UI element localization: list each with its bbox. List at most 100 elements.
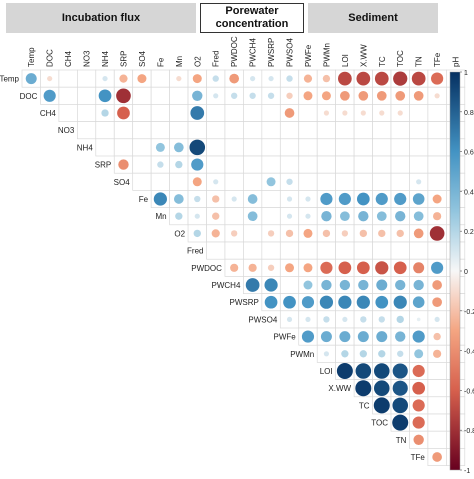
cell-NO3-TFe — [427, 121, 447, 140]
corr-circle-PWMn-LOI — [341, 350, 349, 358]
cell-NO3-PWMn — [316, 121, 337, 140]
cell-SO4-TFe — [427, 172, 447, 191]
corr-circle-PWSRP-PWSO4 — [283, 295, 296, 309]
corr-circle-DOC-PWSO4 — [286, 92, 293, 99]
cell-Fred-PWDOC — [224, 241, 244, 260]
cell-NH4-TOC — [390, 138, 410, 157]
corr-circle-Fe-X.WW — [356, 192, 370, 206]
cell-NO3-O2 — [187, 121, 207, 140]
corr-circle-O2-LOI — [341, 230, 349, 237]
colorbar-tick-label-6: -0.2 — [464, 309, 474, 316]
corr-circle-Temp-O2 — [192, 74, 202, 84]
cell-CH4-PWSRP — [261, 104, 281, 122]
corr-circle-PWDOC-PWSRP — [267, 264, 275, 271]
corr-circle-NH4-O2 — [189, 139, 206, 156]
corr-circle-Fe-PWFe — [305, 196, 311, 202]
cell-SO4-PWMn — [316, 172, 337, 191]
corr-circle-Temp-NH4 — [102, 76, 108, 82]
cell-Mn-PWDOC — [224, 207, 244, 226]
corr-circle-Fe-PWCH4 — [247, 194, 258, 204]
cell-Fred-PWSRP — [261, 241, 281, 260]
corr-circle-SRP-Mn — [175, 160, 183, 169]
cell-Fred-PWCH4 — [243, 241, 263, 260]
corr-circle-Mn-LOI — [340, 211, 350, 222]
col-label-TFe: TFe — [433, 52, 442, 67]
corr-circle-O2-TOC — [396, 229, 404, 238]
cell-SRP-PWFe — [298, 155, 318, 174]
corr-circle-Fe-Fe — [153, 192, 167, 206]
corr-circle-PWCH4-TOC — [395, 279, 406, 291]
corr-circle-SO4-TN — [416, 179, 422, 185]
corr-circle-PWDOC-TC — [375, 261, 389, 275]
corr-circle-DOC-SRP — [116, 88, 131, 104]
cell-O2-PWCH4 — [243, 224, 263, 243]
corr-circle-PWSRP-PWSRP — [264, 295, 278, 309]
cell-SO4-PWDOC — [224, 172, 244, 191]
corr-circle-Temp-TFe — [431, 72, 444, 85]
corr-circle-O2-PWDOC — [230, 230, 238, 237]
corr-circle-PWDOC-PWCH4 — [248, 263, 257, 272]
cell-NO3-PWCH4 — [243, 121, 263, 140]
corr-circle-Temp-Fred — [212, 75, 219, 82]
row-label-O2: O2 — [174, 229, 185, 238]
cell-NO3-TOC — [390, 121, 410, 140]
corr-circle-PWDOC-TOC — [393, 261, 407, 275]
corr-circle-PWDOC-LOI — [338, 261, 352, 275]
cell-Fred-TN — [409, 241, 429, 260]
corr-circle-TOC-TN — [412, 416, 425, 429]
cell-Fe-PWSRP — [261, 190, 281, 208]
colorbar-tick-label-7: -0.4 — [464, 349, 474, 356]
corr-circle-Temp-SO4 — [137, 74, 147, 84]
cell-SO4-PWCH4 — [243, 172, 263, 191]
cell-X.WW-TFe — [427, 379, 447, 398]
col-label-Temp: Temp — [27, 47, 36, 67]
sediment-label: Sediment — [348, 12, 398, 24]
corr-circle-O2-PWFe — [303, 228, 313, 238]
corr-circle-O2-TN — [413, 228, 424, 239]
cell-CH4-Mn — [169, 104, 189, 122]
corr-circle-SO4-Fred — [213, 179, 219, 185]
corr-circle-PWSRP-TOC — [393, 295, 407, 309]
row-label-DOC: DOC — [20, 92, 38, 101]
cell-DOC-SO4 — [132, 86, 152, 105]
corr-circle-X.WW-TN — [412, 381, 426, 395]
col-label-PWFe: PWFe — [304, 44, 313, 67]
corr-circle-LOI-TC — [373, 363, 390, 379]
cell-DOC-NO3 — [76, 86, 97, 105]
corr-circle-TOC-TOC — [392, 414, 409, 431]
corr-circle-Fe-LOI — [338, 192, 351, 206]
corr-circle-DOC-PWCH4 — [249, 92, 256, 99]
cell-NH4-PWMn — [316, 138, 337, 157]
row-label-Mn: Mn — [155, 212, 166, 221]
corr-circle-DOC-TFe — [434, 93, 440, 99]
corr-circle-Mn-O2 — [194, 213, 200, 219]
corr-circle-LOI-TN — [412, 364, 425, 378]
corr-circle-PWDOC-PWFe — [303, 263, 313, 273]
cell-SRP-PWSRP — [261, 155, 281, 174]
cell-NO3-LOI — [335, 121, 355, 140]
cell-Fred-PWMn — [316, 241, 337, 260]
colorbar-tick-label-0: 1 — [464, 70, 468, 77]
corr-circle-PWMn-TFe — [433, 349, 442, 358]
row-label-PWSO4: PWSO4 — [248, 315, 277, 324]
cell-NO3-PWDOC — [224, 121, 244, 140]
corr-circle-Mn-PWCH4 — [247, 211, 258, 222]
cell-NH4-Fred — [206, 138, 226, 157]
cell-NH4-SRP — [113, 138, 134, 157]
corr-circle-Fe-TC — [375, 192, 388, 206]
corr-circle-X.WW-X.WW — [355, 380, 372, 397]
cell-CH4-TN — [409, 104, 429, 122]
corr-circle-Mn-X.WW — [358, 211, 369, 222]
corr-circle-O2-PWMn — [322, 229, 331, 238]
corr-circle-PWFe-LOI — [339, 331, 351, 343]
col-label-Mn: Mn — [175, 56, 184, 67]
cell-NH4-LOI — [335, 138, 355, 157]
cell-DOC-Mn — [169, 86, 189, 105]
corr-circle-TC-TC — [373, 397, 390, 414]
row-label-TOC: TOC — [371, 419, 388, 428]
cell-NH4-PWCH4 — [243, 138, 263, 157]
cell-NO3-SO4 — [132, 121, 152, 140]
cell-Fred-Fred — [206, 241, 226, 260]
corr-circle-Mn-Fred — [212, 212, 220, 220]
corr-circle-DOC-TOC — [395, 90, 406, 101]
